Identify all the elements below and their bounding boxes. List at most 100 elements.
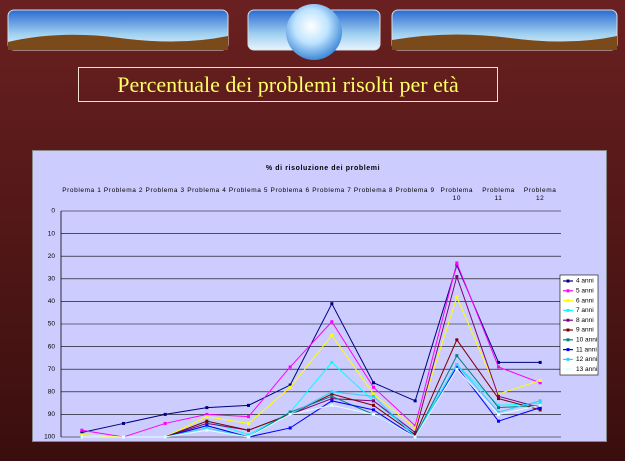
point	[372, 385, 375, 389]
x-tick-label: Problema 5	[228, 187, 269, 194]
chart-svg: % di risoluzione dei problemi 0 10 20 30 40 5…	[44, 165, 599, 441]
legend-marker	[566, 279, 570, 283]
point	[372, 403, 375, 407]
point	[288, 410, 292, 414]
legend-label: 7 anni	[576, 307, 594, 314]
y-tick-label: 50	[48, 321, 56, 328]
series-line	[81, 368, 541, 438]
legend-marker	[566, 318, 570, 322]
point	[80, 428, 84, 432]
series-line	[81, 338, 541, 438]
point	[497, 410, 500, 414]
point	[538, 399, 542, 403]
x-tick-label: Problema 9	[395, 187, 435, 194]
point	[288, 412, 292, 416]
point	[455, 275, 459, 279]
slide-title: Percentuale dei problemi risolti per età	[78, 67, 498, 102]
series-line	[81, 261, 541, 438]
point	[372, 392, 375, 396]
landscape	[392, 34, 617, 50]
point	[247, 415, 250, 419]
point	[413, 399, 417, 403]
series-line	[81, 354, 541, 438]
x-tick-label: Problema 3	[145, 187, 185, 194]
point	[455, 338, 459, 342]
legend-marker	[566, 308, 570, 312]
point	[80, 435, 84, 439]
point	[372, 394, 375, 398]
y-tick-label: 90	[48, 411, 56, 418]
legend-label: 5 anni	[576, 288, 594, 295]
point	[413, 433, 417, 437]
point	[497, 392, 500, 396]
point	[497, 419, 500, 423]
x-tick-label: Problema 11	[482, 187, 515, 202]
point	[330, 397, 334, 401]
point	[413, 435, 417, 439]
globe	[286, 4, 342, 60]
series-line	[81, 363, 541, 438]
point	[288, 365, 292, 369]
point	[247, 435, 250, 439]
point	[205, 412, 209, 416]
point	[538, 379, 542, 382]
point	[372, 412, 375, 416]
y-tick-label: 40	[48, 298, 56, 305]
point	[163, 435, 167, 439]
y-tick-label: 30	[48, 276, 56, 283]
point	[80, 430, 84, 434]
point	[538, 381, 542, 385]
point	[455, 261, 459, 265]
y-tick-label: 60	[48, 343, 56, 350]
point	[330, 403, 334, 407]
point	[413, 430, 417, 434]
point	[330, 320, 334, 324]
point	[288, 426, 292, 430]
point	[330, 302, 334, 306]
point	[455, 263, 459, 267]
legend-label: 10 anni	[576, 337, 597, 344]
point	[455, 363, 459, 367]
legend-marker	[566, 299, 570, 303]
point	[413, 426, 417, 430]
chart-title: % di risoluzione dei problemi	[266, 165, 380, 172]
point	[330, 399, 334, 403]
point	[497, 394, 500, 398]
point	[497, 406, 500, 410]
legend-box	[559, 274, 599, 376]
legend-label: 11 anni	[576, 346, 597, 353]
legend-label: 6 anni	[576, 297, 594, 304]
x-tick-label: Problema 1	[62, 187, 102, 194]
point	[372, 408, 375, 412]
legend-marker	[566, 289, 570, 293]
legend-marker	[566, 348, 570, 352]
x-tick-label: Problema 7	[312, 187, 352, 194]
point	[247, 421, 250, 425]
point	[122, 421, 125, 425]
point	[330, 390, 334, 394]
landscape	[8, 34, 228, 50]
point	[455, 295, 459, 299]
legend-marker	[566, 338, 570, 342]
legend-marker	[566, 367, 570, 371]
point	[538, 408, 542, 412]
point	[497, 365, 500, 369]
point	[538, 401, 542, 405]
legend-label: 9 anni	[576, 327, 594, 334]
point	[497, 403, 500, 407]
point	[330, 333, 334, 337]
legend-label: 8 anni	[576, 317, 594, 324]
y-tick-label: 20	[48, 253, 56, 260]
point	[80, 433, 84, 437]
point	[205, 415, 209, 419]
point	[497, 360, 500, 364]
legend-marker	[566, 328, 570, 332]
point	[538, 360, 542, 364]
chart: % di risoluzione dei problemi 0 10 20 30 40 5…	[32, 150, 607, 442]
series-line	[81, 263, 541, 433]
point	[122, 435, 125, 439]
point	[247, 433, 250, 437]
y-tick-label: 0	[51, 208, 55, 215]
legend-label: 4 anni	[576, 278, 594, 285]
